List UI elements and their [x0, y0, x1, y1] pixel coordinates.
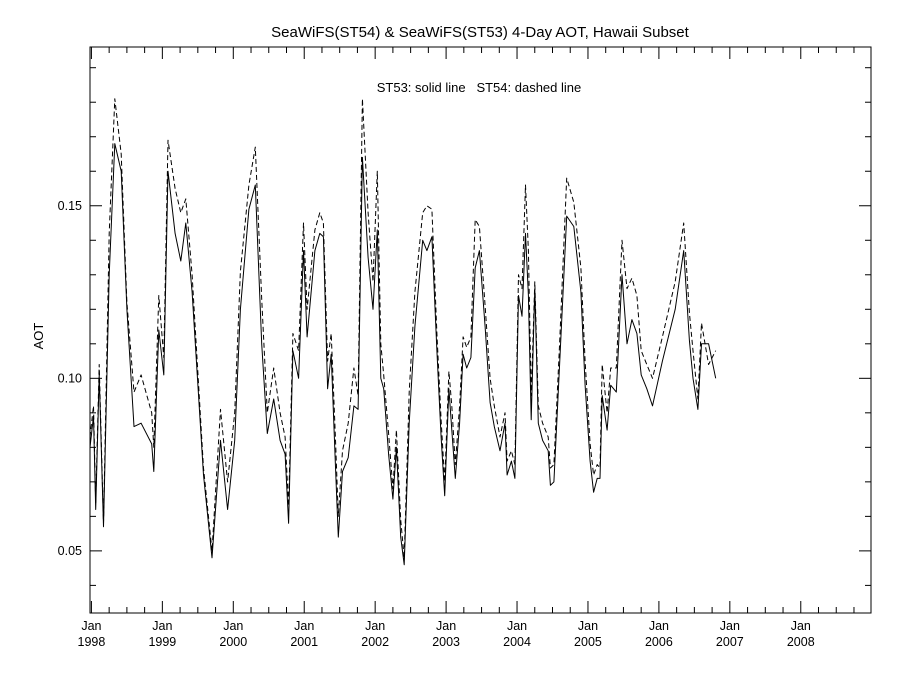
x-tick-month-label: Jan [436, 619, 456, 633]
x-tick-month-label: Jan [294, 619, 314, 633]
x-tick-year-label: 2002 [361, 635, 389, 649]
series-layer [89, 98, 717, 566]
x-tick-year-label: 2007 [716, 635, 744, 649]
x-tick-month-label: Jan [578, 619, 598, 633]
x-tick-year-label: 2001 [290, 635, 318, 649]
x-tick-year-label: 2000 [219, 635, 247, 649]
x-tick-month-label: Jan [223, 619, 243, 633]
x-tick-month-label: Jan [507, 619, 527, 633]
y-axis-ticks: 0.05 0.10 0.15 [58, 67, 871, 586]
y-tick-label: 0.15 [58, 199, 82, 213]
x-tick-month-label: Jan [152, 619, 172, 633]
x-tick-year-label: 1998 [78, 635, 106, 649]
y-tick-label: 0.05 [58, 544, 82, 558]
x-tick-month-label: Jan [365, 619, 385, 633]
st53-solid-series-line [89, 143, 717, 566]
x-tick-month-label: Jan [81, 619, 101, 633]
chart-title: SeaWiFS(ST54) & SeaWiFS(ST53) 4-Day AOT,… [271, 24, 689, 41]
x-tick-year-label: 1999 [148, 635, 176, 649]
line-style-legend: ST53: solid line ST54: dashed line [377, 80, 582, 95]
x-tick-month-label: Jan [720, 619, 740, 633]
x-tick-month-label: Jan [791, 619, 811, 633]
st54-dashed-series-line [89, 98, 717, 559]
x-tick-year-label: 2005 [574, 635, 602, 649]
x-tick-year-label: 2008 [787, 635, 815, 649]
x-tick-year-label: 2003 [432, 635, 460, 649]
y-axis-label: AOT [31, 323, 46, 350]
x-tick-month-label: Jan [649, 619, 669, 633]
plot-frame [89, 46, 872, 614]
x-tick-year-label: 2004 [503, 635, 531, 649]
x-tick-year-label: 2006 [645, 635, 673, 649]
y-tick-label: 0.10 [58, 371, 82, 385]
x-axis-ticks: Jan 1998 Jan 1999 Jan 2000 Jan 2001 Jan 2002 Jan 20… [78, 47, 855, 649]
